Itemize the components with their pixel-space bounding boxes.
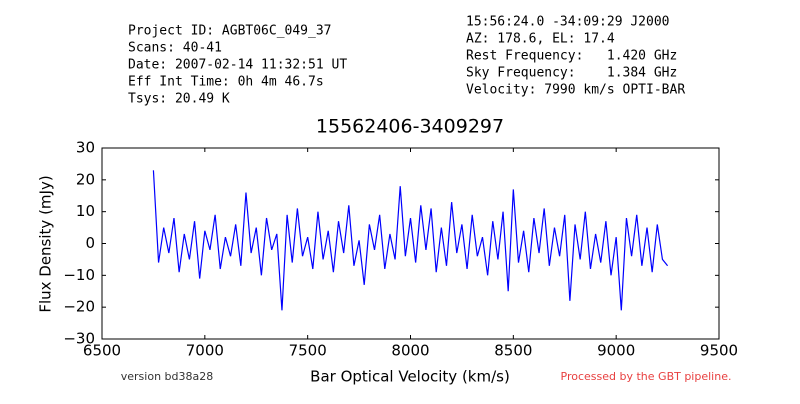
y-tick-label: −10 — [63, 266, 95, 284]
header-line: AZ: 178.6, EL: 17.4 — [466, 32, 615, 47]
spectrum-line — [152, 170, 669, 311]
header-line: Sky Frequency: 1.384 GHz — [466, 66, 677, 81]
version: version bd38a28 — [121, 370, 214, 383]
y-axis-label: Flux Density (mJy) — [37, 175, 55, 312]
header-line: Rest Frequency: 1.420 GHz — [466, 49, 677, 64]
y-tick-label: 10 — [76, 202, 95, 220]
x-tick-label: 8000 — [391, 342, 429, 360]
header-line: Eff Int Time: 0h 4m 46.7s — [128, 75, 324, 90]
x-tick-label: 7000 — [186, 342, 224, 360]
header-line: Date: 2007-02-14 11:32:51 UT — [128, 58, 347, 73]
x-tick-label: 9500 — [700, 342, 738, 360]
header-line: Tsys: 20.49 K — [128, 92, 230, 107]
y-tick-label: 30 — [76, 139, 95, 157]
header-line: Scans: 40-41 — [128, 41, 222, 56]
plot-frame — [101, 147, 720, 340]
header-line: 15:56:24.0 -34:09:29 J2000 — [466, 15, 670, 30]
x-tick-label: 6500 — [83, 342, 121, 360]
x-tick-label: 9000 — [597, 342, 635, 360]
header-line: Project ID: AGBT06C_049_37 — [128, 24, 332, 39]
header-line: Velocity: 7990 km/s OPTI-BAR — [466, 83, 685, 98]
pipeline-note: Processed by the GBT pipeline. — [561, 370, 732, 383]
y-tick-label: −20 — [63, 298, 95, 316]
x-tick-label: 7500 — [289, 342, 327, 360]
y-tick-label: 0 — [85, 234, 95, 252]
y-tick-label: −30 — [63, 330, 95, 348]
y-tick-label: 20 — [76, 170, 95, 188]
x-tick-label: 8500 — [494, 342, 532, 360]
chart-title: 15562406-3409297 — [316, 116, 504, 138]
x-axis-label: Bar Optical Velocity (km/s) — [310, 368, 510, 386]
